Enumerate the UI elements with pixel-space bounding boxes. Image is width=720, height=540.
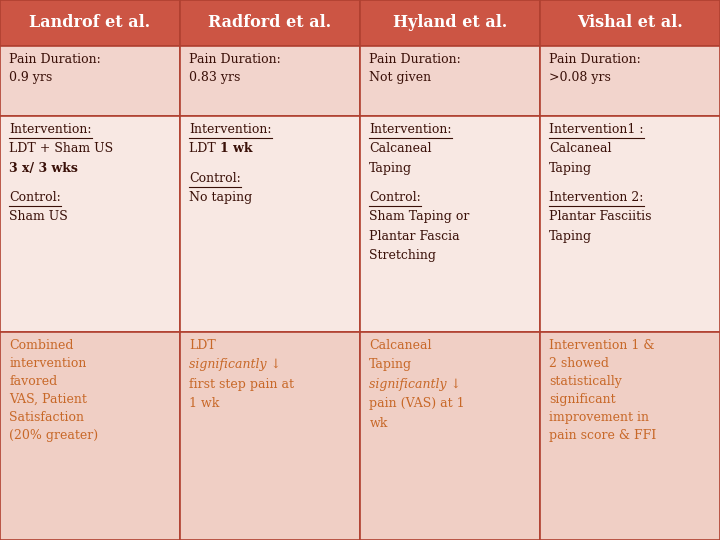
Bar xyxy=(360,46,540,116)
Text: LDT + Sham US: LDT + Sham US xyxy=(9,143,114,156)
Text: Taping: Taping xyxy=(549,230,593,242)
Text: significantly ↓: significantly ↓ xyxy=(369,378,462,391)
Text: Hyland et al.: Hyland et al. xyxy=(393,15,507,31)
Text: first step pain at: first step pain at xyxy=(189,378,294,391)
Bar xyxy=(540,116,720,332)
Bar xyxy=(540,332,720,540)
Text: Vishal et al.: Vishal et al. xyxy=(577,15,683,31)
Text: Pain Duration:
>0.08 yrs: Pain Duration: >0.08 yrs xyxy=(549,53,641,84)
Text: Taping: Taping xyxy=(369,162,413,175)
Text: Intervention:: Intervention: xyxy=(9,123,92,136)
Text: wk: wk xyxy=(369,417,388,430)
Text: Combined
intervention
favored
VAS, Patient
Satisfaction
(20% greater): Combined intervention favored VAS, Patie… xyxy=(9,339,99,442)
Text: Intervention:: Intervention: xyxy=(189,123,272,136)
Text: 3 x/ 3 wks: 3 x/ 3 wks xyxy=(9,162,78,175)
Text: Control:: Control: xyxy=(189,172,241,185)
Text: LDT: LDT xyxy=(189,143,220,156)
Text: Control:: Control: xyxy=(369,191,421,204)
Text: Pain Duration:
Not given: Pain Duration: Not given xyxy=(369,53,461,84)
Text: Sham Taping or: Sham Taping or xyxy=(369,210,469,224)
Text: significantly ↓: significantly ↓ xyxy=(189,359,282,372)
Text: Calcaneal: Calcaneal xyxy=(369,143,432,156)
Text: Intervention 1 &
2 showed
statistically
significant
improvement in
pain score & : Intervention 1 & 2 showed statistically … xyxy=(549,339,657,442)
Bar xyxy=(360,332,540,540)
Text: pain (VAS) at 1: pain (VAS) at 1 xyxy=(369,397,465,410)
Bar xyxy=(0,0,180,46)
Text: Landrof et al.: Landrof et al. xyxy=(30,15,150,31)
Bar xyxy=(180,332,360,540)
Bar xyxy=(180,46,360,116)
Text: LDT: LDT xyxy=(189,339,216,352)
Text: Intervention 2:: Intervention 2: xyxy=(549,191,644,204)
Text: Sham US: Sham US xyxy=(9,210,68,224)
Bar xyxy=(0,46,180,116)
Bar xyxy=(0,116,180,332)
Text: Taping: Taping xyxy=(369,359,413,372)
Text: Pain Duration:
0.9 yrs: Pain Duration: 0.9 yrs xyxy=(9,53,101,84)
Text: Intervention1 :: Intervention1 : xyxy=(549,123,644,136)
Bar xyxy=(540,46,720,116)
Bar xyxy=(540,0,720,46)
Text: Calcaneal: Calcaneal xyxy=(369,339,432,352)
Text: Radford et al.: Radford et al. xyxy=(208,15,332,31)
Text: Taping: Taping xyxy=(549,162,593,175)
Text: Stretching: Stretching xyxy=(369,249,436,262)
Text: Control:: Control: xyxy=(9,191,61,204)
Text: Pain Duration:
0.83 yrs: Pain Duration: 0.83 yrs xyxy=(189,53,281,84)
Text: Plantar Fascia: Plantar Fascia xyxy=(369,230,460,242)
Bar xyxy=(180,116,360,332)
Bar xyxy=(0,332,180,540)
Text: Calcaneal: Calcaneal xyxy=(549,143,612,156)
Bar xyxy=(180,0,360,46)
Text: 1 wk: 1 wk xyxy=(220,143,253,156)
Text: Plantar Fasciitis: Plantar Fasciitis xyxy=(549,210,652,224)
Text: No taping: No taping xyxy=(189,191,253,204)
Text: 1 wk: 1 wk xyxy=(189,397,220,410)
Bar xyxy=(360,0,540,46)
Text: Intervention:: Intervention: xyxy=(369,123,452,136)
Bar xyxy=(360,116,540,332)
